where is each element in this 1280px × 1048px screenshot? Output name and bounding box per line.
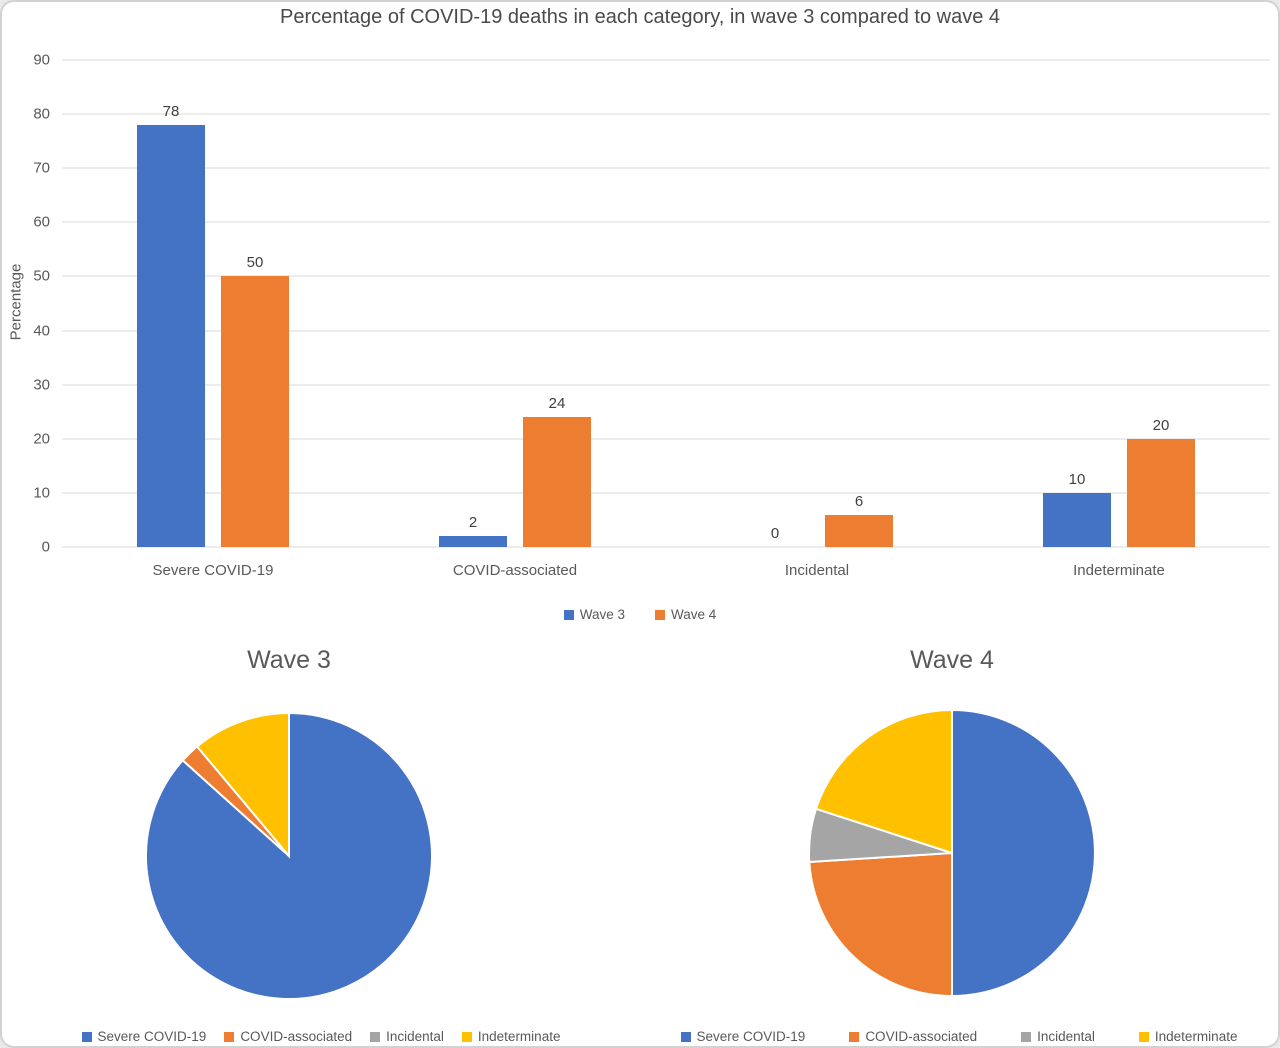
legend-label: Wave 4 xyxy=(671,607,717,622)
legend-item-indeterminate: Indeterminate xyxy=(461,1029,561,1044)
gridline xyxy=(62,384,1270,386)
pie-wave3-title: Wave 3 xyxy=(247,646,331,674)
legend-swatch-indeterminate xyxy=(1138,1031,1149,1042)
y-tick-label: 20 xyxy=(33,430,50,448)
legend-item-covid-associated: COVID-associated xyxy=(224,1029,352,1044)
legend-swatch-covid-associated xyxy=(224,1031,235,1042)
x-axis-label-covid-associated: COVID-associated xyxy=(452,562,578,579)
bar-wave-4-severe-covid-19 xyxy=(221,276,289,547)
bar-wave-4-incidental xyxy=(825,514,893,547)
legend-swatch-indeterminate xyxy=(461,1031,472,1042)
legend-label: Incidental xyxy=(1037,1029,1095,1044)
bar-group-severe-covid-19: 78 50 xyxy=(62,60,364,547)
pie-wave3-legend: Severe COVID-19 COVID-associated Incidenta… xyxy=(2,1029,640,1044)
legend-label: Incidental xyxy=(386,1029,444,1044)
legend-swatch-covid-associated xyxy=(849,1031,860,1042)
bar-value-label: 0 xyxy=(770,525,780,542)
bar-group-indeterminate: 10 20 xyxy=(968,60,1270,547)
legend-item-severe-covid-19: Severe COVID-19 xyxy=(81,1029,207,1044)
bar-value-label: 10 xyxy=(1068,470,1086,488)
gridline xyxy=(62,113,1270,115)
pie-slice-wave-4-severe-covid-19 xyxy=(951,708,1096,998)
bar-wave-4-covid-associated xyxy=(523,417,591,547)
pie-wave4-plot xyxy=(807,708,1096,998)
pie-chart-wave3: Wave 3 Severe COVID-19 COVID-associated In… xyxy=(2,634,640,1046)
bar-value-label: 2 xyxy=(468,514,478,532)
bar-value-label: 24 xyxy=(548,395,566,413)
legend-swatch-wave-3 xyxy=(563,609,574,620)
x-axis-label-indeterminate: Indeterminate xyxy=(1073,562,1165,579)
pie-slice-wave-4-covid-associated xyxy=(808,851,953,998)
legend-swatch-wave-4 xyxy=(655,609,665,620)
gridline xyxy=(62,546,1270,548)
legend-item-severe-covid-19: Severe COVID-19 xyxy=(680,1029,806,1044)
gridline xyxy=(62,221,1270,223)
legend-label: COVID-associated xyxy=(240,1029,353,1044)
pie-wave4-legend: Severe COVID-19 COVID-associated Incidenta… xyxy=(640,1029,1278,1044)
bar-value-label: 50 xyxy=(246,254,264,272)
gridline xyxy=(62,492,1270,494)
legend-item-incidental: Incidental xyxy=(370,1029,444,1044)
bar-value-label: 20 xyxy=(1152,416,1170,434)
bar-plot-area: 0 10 20 30 40 50 60 70 80 90 78 50 2 24 0 6 10 20 xyxy=(33,53,1270,555)
pie-charts-section: Wave 3 Severe COVID-19 COVID-associated In… xyxy=(2,634,1278,1046)
bar-wave-4-indeterminate xyxy=(1127,438,1195,547)
legend-swatch-incidental xyxy=(370,1031,381,1042)
bar-value-label: 6 xyxy=(854,492,864,510)
gridline xyxy=(62,167,1270,169)
gridline xyxy=(62,59,1270,61)
y-tick-label: 30 xyxy=(33,376,50,394)
y-tick-label: 80 xyxy=(33,105,50,123)
legend-label: Indeterminate xyxy=(477,1029,561,1044)
legend-label: Indeterminate xyxy=(1154,1029,1238,1044)
x-axis-labels: Severe COVID-19 COVID-associated Incidenta… xyxy=(62,562,1270,579)
legend-swatch-incidental xyxy=(1021,1031,1032,1042)
y-tick-label: 10 xyxy=(33,484,50,502)
bar-group-covid-associated: 2 24 xyxy=(364,60,666,547)
bar-wave-3-severe-covid-19 xyxy=(137,124,205,547)
x-axis-label-severe-covid-19: Severe COVID-19 xyxy=(152,562,274,579)
bar-chart-title: Percentage of COVID-19 deaths in each ca… xyxy=(279,6,1001,28)
y-tick-label: 90 xyxy=(33,51,50,69)
pie-slice-wave-3-indeterminate xyxy=(195,711,290,859)
gridline xyxy=(62,330,1270,332)
y-tick-label: 40 xyxy=(33,322,50,340)
y-tick-label: 0 xyxy=(41,538,50,556)
legend-swatch-severe-covid-19 xyxy=(680,1031,691,1042)
legend-label: Severe COVID-19 xyxy=(696,1029,806,1044)
legend-item-wave-3: Wave 3 xyxy=(563,607,625,622)
y-tick-label: 60 xyxy=(33,213,50,231)
legend-item-covid-associated: COVID-associated xyxy=(849,1029,977,1044)
legend-item-wave-4: Wave 4 xyxy=(655,607,716,622)
pie-chart-wave4: Wave 4 Severe COVID-19 COVID-associated In… xyxy=(640,634,1278,1046)
x-axis-label-incidental: Incidental xyxy=(784,562,850,579)
bar-value-label: 78 xyxy=(162,102,180,120)
pie-wave3-plot xyxy=(145,711,433,1000)
legend-label: Wave 3 xyxy=(579,607,625,622)
bar-wave-3-covid-associated xyxy=(439,536,507,547)
pie-slice-wave-4-indeterminate xyxy=(814,708,953,855)
y-tick-label: 70 xyxy=(33,159,50,177)
legend-label: COVID-associated xyxy=(865,1029,978,1044)
legend-item-indeterminate: Indeterminate xyxy=(1138,1029,1238,1044)
bar-wave-3-indeterminate xyxy=(1043,492,1111,547)
legend-item-incidental: Incidental xyxy=(1021,1029,1095,1044)
legend-label: Severe COVID-19 xyxy=(97,1029,207,1044)
bar-chart-legend: Wave 3 Wave 4 xyxy=(2,607,1278,622)
pie-wave4-title: Wave 4 xyxy=(910,646,994,674)
legend-swatch-severe-covid-19 xyxy=(81,1031,92,1042)
gridline xyxy=(62,438,1270,440)
gridline xyxy=(62,275,1270,277)
y-tick-label: 50 xyxy=(33,267,50,285)
